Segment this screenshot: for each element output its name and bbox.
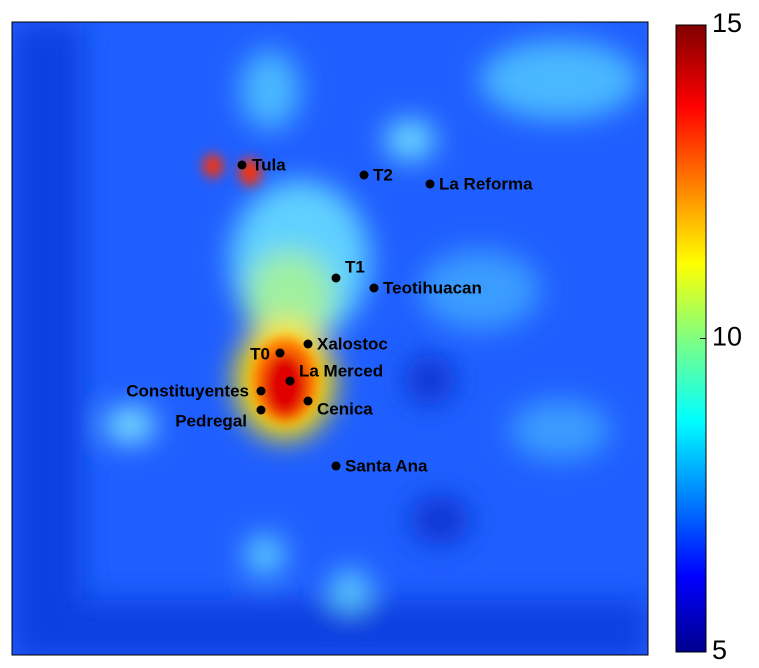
station-label: Constituyentes xyxy=(126,381,249,400)
station-marker xyxy=(359,170,369,180)
station-label: La Merced xyxy=(299,361,383,380)
map-frame xyxy=(11,21,649,656)
stations: Tula T2 La Reforma T1 Teotihuacan Xalostoc T0 L… xyxy=(126,155,533,475)
station-marker xyxy=(256,386,266,396)
station-marker xyxy=(303,339,313,349)
station-label: Xalostoc xyxy=(317,334,388,353)
station-marker xyxy=(369,283,379,293)
station-marker xyxy=(425,179,435,189)
station-marker xyxy=(275,348,285,358)
station-marker xyxy=(331,273,341,283)
station-label: Cenica xyxy=(317,399,373,418)
station-marker xyxy=(303,396,313,406)
station-marker xyxy=(285,376,295,386)
colorbar-tick-label: 10 xyxy=(712,322,742,352)
station-label: T0 xyxy=(250,344,270,363)
colorbar-tick-label: 5 xyxy=(712,635,727,665)
station-marker xyxy=(237,160,247,170)
station-label: Tula xyxy=(252,155,286,174)
colorbar-tick-label: 15 xyxy=(712,8,742,38)
station-label: Teotihuacan xyxy=(383,278,482,297)
station-label: La Reforma xyxy=(439,174,533,193)
station-marker xyxy=(331,461,341,471)
station-label: Santa Ana xyxy=(345,456,428,475)
heatmap xyxy=(12,22,648,655)
station-label: Pedregal xyxy=(175,411,247,430)
station-label: T1 xyxy=(345,257,365,276)
colorbar-ticks: 5 10 15 xyxy=(700,8,742,665)
station-marker xyxy=(256,405,266,415)
station-label: T2 xyxy=(373,165,393,184)
